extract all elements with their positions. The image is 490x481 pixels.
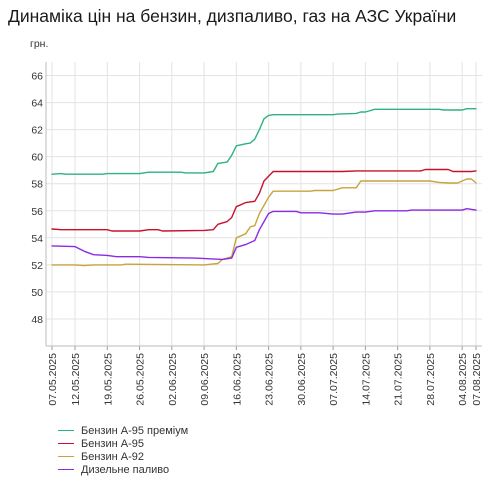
y-axis-label: грн.	[30, 38, 48, 50]
series-lines	[51, 108, 477, 267]
legend-label: Бензин А-95	[81, 437, 144, 450]
legend-item: Дизельне паливо	[58, 463, 188, 476]
legend: Бензин А-95 преміум Бензин А-95 Бензин А-9…	[58, 424, 188, 476]
chart-title: Динаміка цін на бензин, дизпаливо, газ н…	[8, 6, 457, 26]
legend-label: Бензин А-92	[81, 450, 144, 463]
legend-swatch	[58, 469, 74, 470]
x-tick-label: 14.07.2025	[360, 353, 372, 406]
axes: 48 50 52 54 56 58 60 62 64 66 07.05.2025 12.05.2025…	[31, 62, 483, 406]
y-tick-label: 48	[31, 314, 43, 326]
y-tick-label: 60	[31, 152, 43, 164]
legend-item: Бензин А-95	[58, 437, 188, 450]
legend-swatch	[58, 456, 74, 457]
y-tick-label: 56	[31, 206, 43, 218]
y-tick-label: 62	[31, 125, 43, 137]
x-tick-label: 16.06.2025	[231, 353, 243, 406]
legend-label: Бензин А-95 преміум	[81, 424, 189, 437]
x-tick-label: 07.08.2025	[471, 353, 483, 406]
x-tick-label: 04.08.2025	[457, 353, 469, 406]
series-line-2	[51, 168, 477, 232]
x-tick-label: 26.05.2025	[135, 353, 147, 406]
y-tick-label: 50	[31, 287, 43, 299]
legend-label: Дизельне паливо	[81, 463, 170, 476]
series-line-1	[51, 108, 477, 175]
x-tick-label: 21.07.2025	[393, 353, 405, 406]
x-tick-label: 30.06.2025	[296, 353, 308, 406]
legend-item: Бензин А-95 преміум	[58, 424, 188, 437]
x-tick-label: 12.05.2025	[70, 353, 82, 406]
x-tick-label: 23.06.2025	[264, 353, 276, 406]
legend-item: Бензин А-92	[58, 450, 188, 463]
x-tick-label: 28.07.2025	[425, 353, 437, 406]
x-tick-label: 19.05.2025	[102, 353, 114, 406]
legend-swatch	[58, 430, 74, 431]
y-tick-label: 64	[31, 98, 43, 110]
series-line-4	[51, 208, 477, 261]
y-tick-label: 54	[31, 233, 43, 245]
y-tick-label: 58	[31, 179, 43, 191]
x-tick-label: 02.06.2025	[167, 353, 179, 406]
series-line-3	[51, 178, 477, 267]
x-tick-label: 09.06.2025	[199, 353, 211, 406]
x-tick-label: 07.07.2025	[328, 353, 340, 406]
y-tick-label: 52	[31, 260, 43, 272]
y-tick-label: 66	[31, 71, 43, 83]
x-tick-label: 07.05.2025	[47, 353, 59, 406]
legend-swatch	[58, 443, 74, 444]
